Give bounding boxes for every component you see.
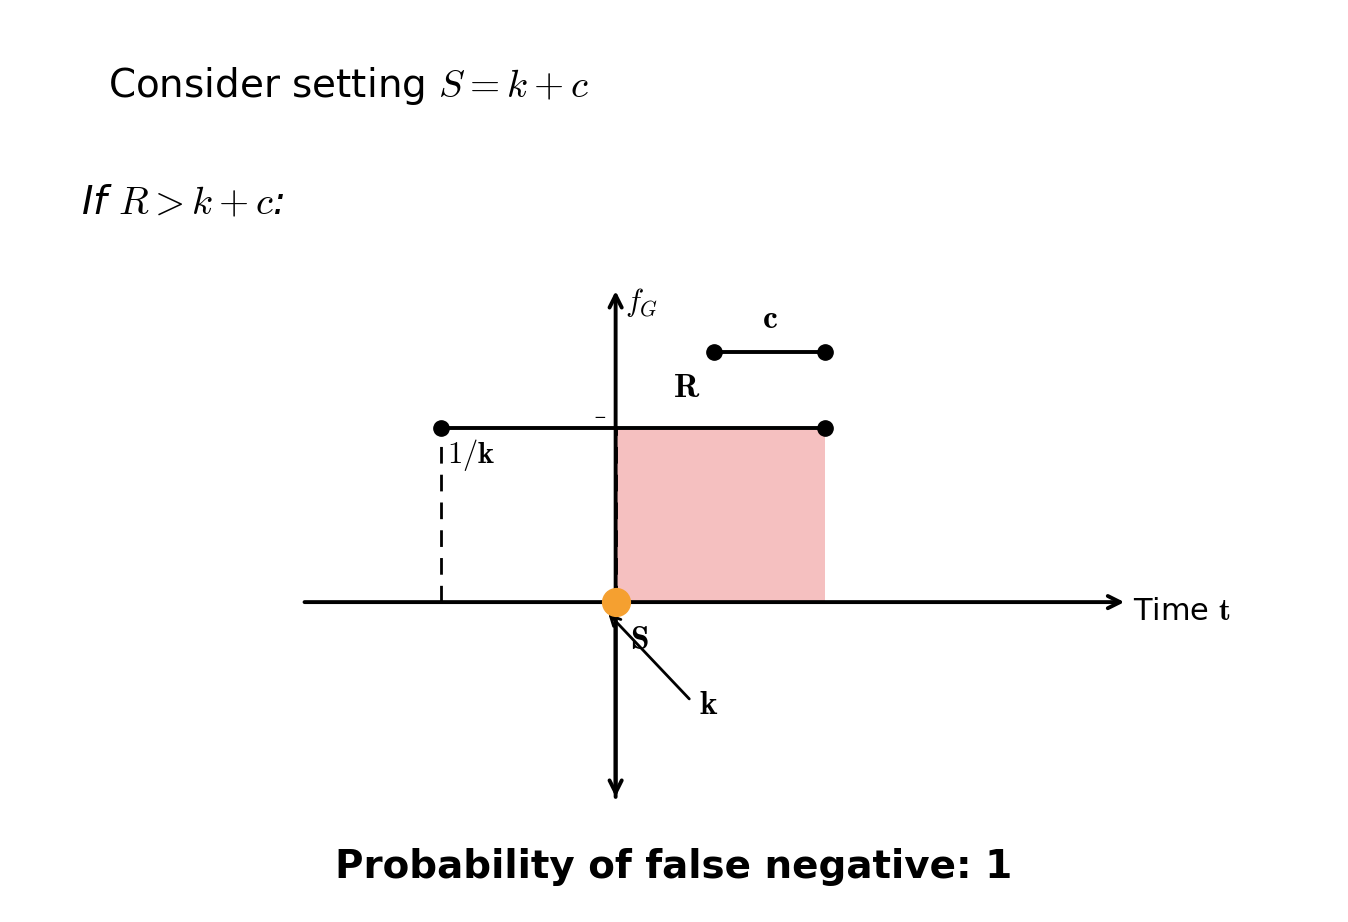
Text: $1/\mathbf{k}$: $1/\mathbf{k}$ [448,437,495,473]
Text: $\mathbf{S}$: $\mathbf{S}$ [630,623,648,656]
Text: $f_G$: $f_G$ [625,286,658,319]
Text: Probability of false negative: 1: Probability of false negative: 1 [336,847,1012,886]
Text: $\mathbf{R}$: $\mathbf{R}$ [673,371,701,404]
Bar [616,428,825,602]
Text: $\mathbf{c}$: $\mathbf{c}$ [762,301,778,335]
Text: $-$: $-$ [593,408,607,423]
Text: Consider setting $S = k + c$: Consider setting $S = k + c$ [108,65,589,107]
Text: Time $\mathbf{t}$: Time $\mathbf{t}$ [1132,597,1231,626]
Text: If $R > k + c$:: If $R > k + c$: [81,184,284,222]
Text: $\mathbf{k}$: $\mathbf{k}$ [700,688,718,721]
